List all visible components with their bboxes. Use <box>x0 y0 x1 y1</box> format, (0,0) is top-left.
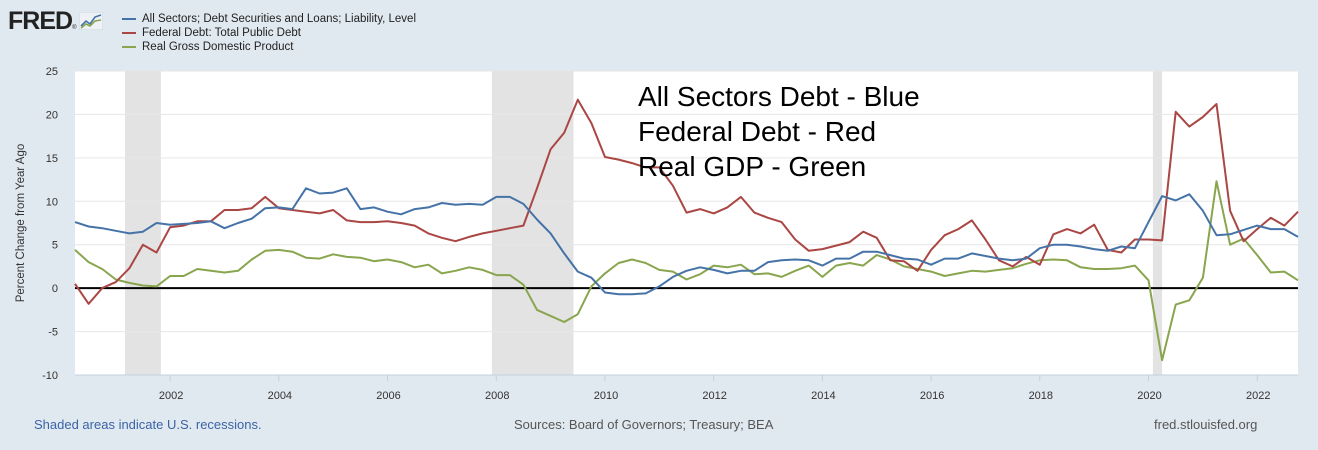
legend-swatch-red <box>122 32 136 34</box>
legend-swatch-blue <box>122 18 136 20</box>
legend-label: Federal Debt: Total Public Debt <box>142 27 301 39</box>
line-chart: 2002 2004 2006 2008 2010 2012 2014 2016 2018 2020… <box>15 66 1299 400</box>
x-tick-label: 2002 <box>159 390 183 400</box>
y-tick-label: 25 <box>46 66 58 78</box>
annotation-blue: All Sectors Debt - Blue <box>638 81 920 112</box>
sources-text: Sources: Board of Governors; Treasury; B… <box>514 417 774 432</box>
recession-bands <box>125 71 1163 375</box>
legend-item[interactable]: Real Gross Domestic Product <box>122 40 416 54</box>
series-real-gdp <box>74 180 1299 362</box>
y-axis-label: Percent Change from Year Ago <box>15 144 27 303</box>
chart-legend: All Sectors; Debt Securities and Loans; … <box>122 12 416 54</box>
x-tick-label: 2020 <box>1137 390 1161 400</box>
y-tick-label: 15 <box>46 153 58 165</box>
y-tick-label: -5 <box>48 327 58 339</box>
y-tick-label: 10 <box>46 196 58 208</box>
x-tick-label: 2010 <box>594 390 618 400</box>
x-tick-label: 2006 <box>376 390 400 400</box>
legend-swatch-green <box>122 46 136 48</box>
legend-label: Real Gross Domestic Product <box>142 41 294 53</box>
y-tick-label: 5 <box>52 240 58 252</box>
series-lines <box>74 98 1299 362</box>
y-tick-label: 0 <box>52 283 58 295</box>
gridlines <box>75 70 1298 333</box>
legend-item[interactable]: Federal Debt: Total Public Debt <box>122 26 416 40</box>
plot-area <box>75 71 1298 375</box>
site-url[interactable]: fred.stlouisfed.org <box>1154 417 1258 432</box>
legend-item[interactable]: All Sectors; Debt Securities and Loans; … <box>122 12 416 26</box>
y-axis: -10 -5 0 5 10 15 20 25 <box>42 66 58 382</box>
x-axis: 2002 2004 2006 2008 2010 2012 2014 2016 2018 2020… <box>75 374 1298 400</box>
y-tick-label: -10 <box>42 370 58 382</box>
y-tick-label: 20 <box>46 109 58 121</box>
x-tick-label: 2018 <box>1029 390 1053 400</box>
chart-trend-icon <box>79 12 104 30</box>
legend-label: All Sectors; Debt Securities and Loans; … <box>142 13 417 25</box>
x-tick-label: 2014 <box>811 390 835 400</box>
x-tick-label: 2004 <box>268 390 292 400</box>
series-all-sectors-debt <box>74 187 1299 296</box>
x-tick-label: 2022 <box>1246 390 1270 400</box>
fred-logo-text: FRED <box>8 6 73 35</box>
x-tick-label: 2012 <box>702 390 726 400</box>
recession-band <box>491 71 574 375</box>
annotation-green: Real GDP - Green <box>638 151 866 182</box>
annotation-red: Federal Debt - Red <box>638 116 876 147</box>
x-tick-label: 2016 <box>920 390 944 400</box>
fred-logo[interactable]: FRED ® <box>8 6 104 36</box>
recession-note-link[interactable]: Shaded areas indicate U.S. recessions. <box>34 417 262 432</box>
x-tick-label: 2008 <box>485 390 509 400</box>
registered-mark: ® <box>72 25 77 31</box>
recession-band <box>1152 71 1163 375</box>
